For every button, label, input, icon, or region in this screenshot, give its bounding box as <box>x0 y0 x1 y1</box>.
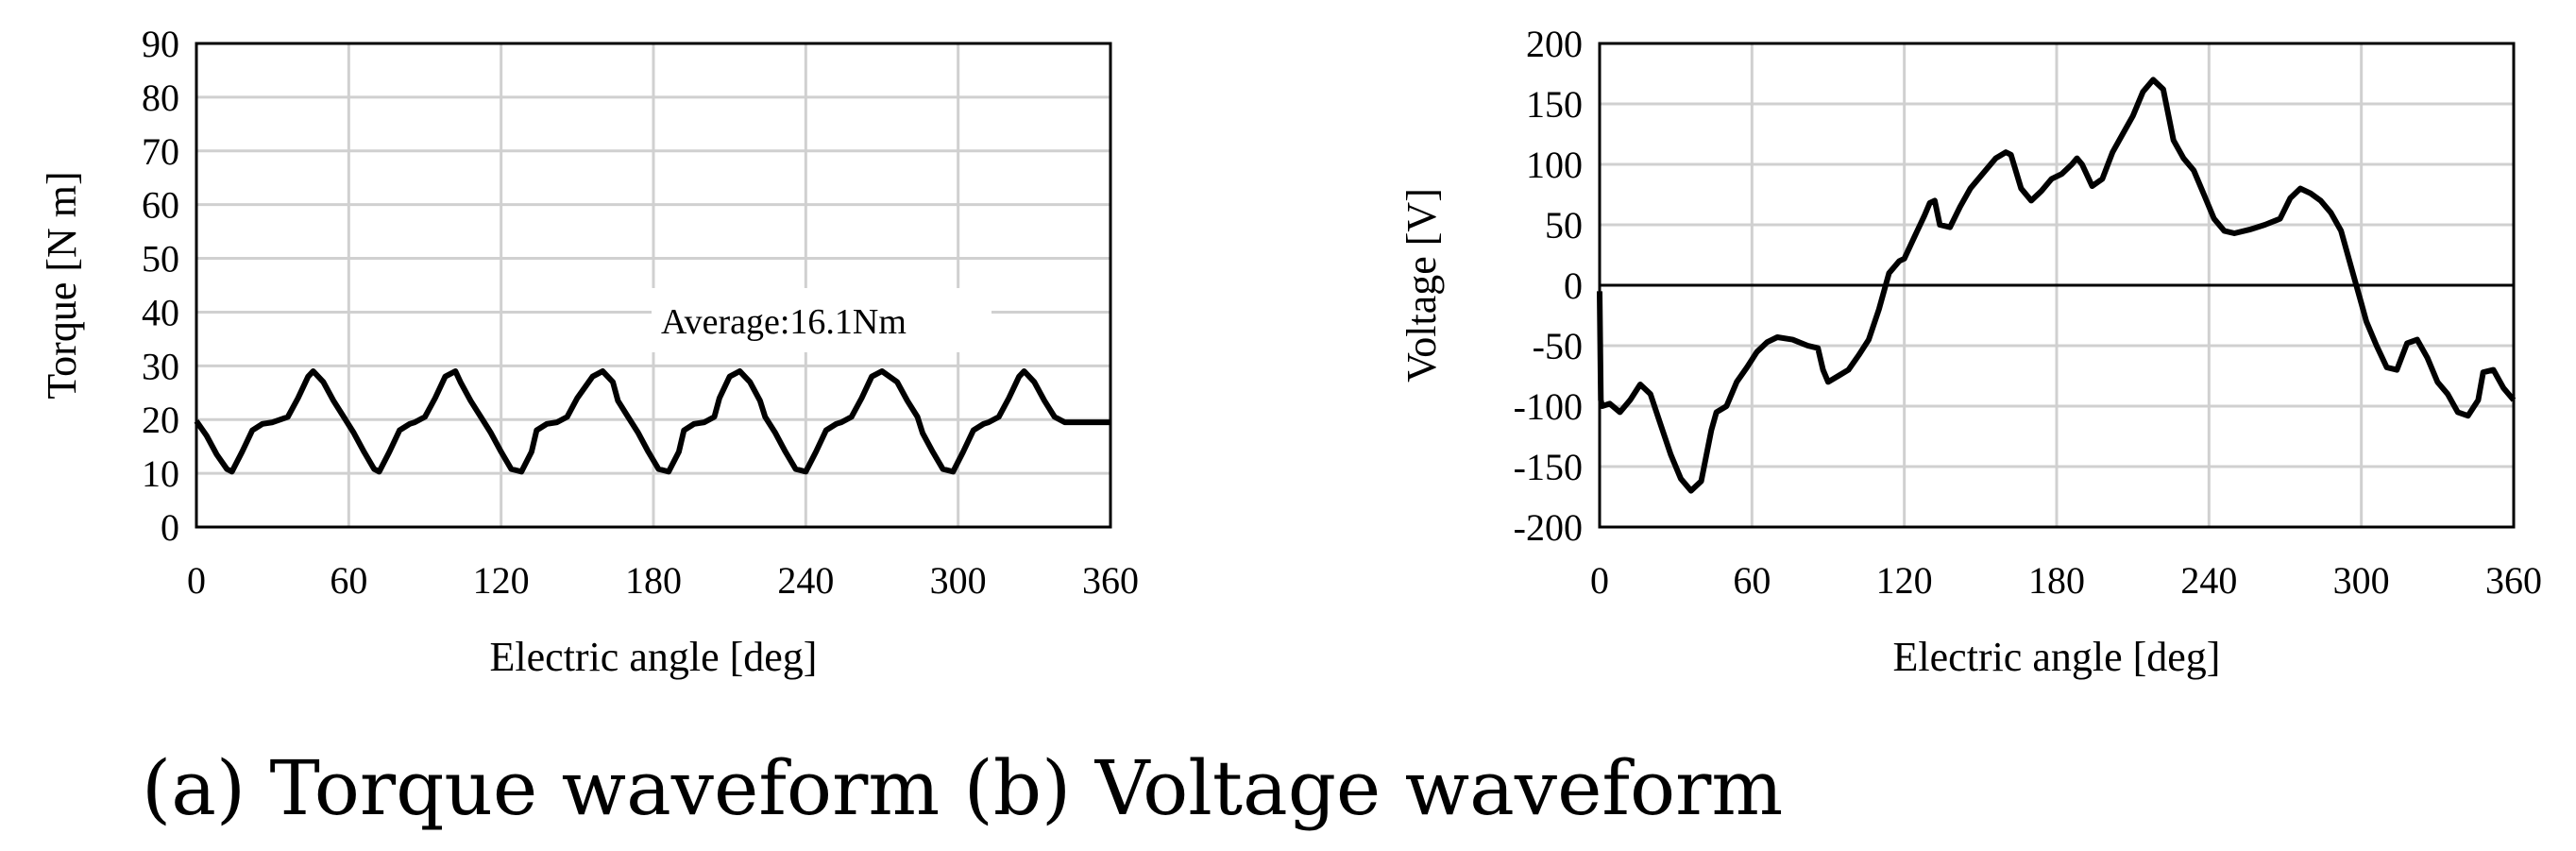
voltage-y-tick-label: 50 <box>1545 204 1583 247</box>
torque-x-tick-label: 60 <box>330 559 367 602</box>
torque-grid <box>196 43 1110 527</box>
figure-caption: (a) Torque waveform (b) Voltage waveform <box>142 744 1783 832</box>
voltage-yticks: 200 150 100 50 0 -50 -100 -150 -200 <box>1514 23 1583 549</box>
voltage-y-tick-label: 0 <box>1564 264 1583 307</box>
voltage-y-tick-label: 150 <box>1526 83 1583 126</box>
torque-y-tick-label: 40 <box>142 291 179 333</box>
voltage-x-axis-label: Electric angle [deg] <box>1893 634 2221 680</box>
torque-y-tick-label: 60 <box>142 184 179 227</box>
voltage-series-line <box>1597 77 2517 494</box>
torque-annotation-box <box>652 288 991 352</box>
torque-y-tick-label: 50 <box>142 238 179 281</box>
torque-plot-frame <box>195 42 1112 529</box>
torque-series-line <box>194 368 1110 475</box>
torque-x-tick-label: 0 <box>187 559 206 602</box>
torque-y-tick-label: 70 <box>142 130 179 173</box>
torque-y-tick-label: 80 <box>142 77 179 119</box>
voltage-y-tick-label: -100 <box>1514 385 1583 428</box>
voltage-y-tick-label: 200 <box>1526 23 1583 65</box>
torque-chart: 0 60 120 180 240 300 360 0 10 20 30 40 50 60 70 80 90 A… <box>39 23 1139 680</box>
torque-y-tick-label: 90 <box>142 23 179 65</box>
voltage-x-tick-label: 180 <box>2028 559 2085 602</box>
voltage-x-tick-label: 60 <box>1733 559 1771 602</box>
torque-x-tick-label: 240 <box>777 559 834 602</box>
voltage-x-tick-label: 300 <box>2333 559 2390 602</box>
torque-x-tick-label: 300 <box>930 559 987 602</box>
voltage-x-tick-label: 360 <box>2485 559 2542 602</box>
voltage-x-tick-label: 240 <box>2180 559 2237 602</box>
torque-y-tick-label: 20 <box>142 399 179 441</box>
torque-y-axis-label: Torque [N m] <box>39 171 85 399</box>
voltage-x-tick-label: 0 <box>1590 559 1609 602</box>
voltage-y-tick-label: -50 <box>1533 325 1583 367</box>
torque-x-tick-label: 360 <box>1082 559 1139 602</box>
torque-x-axis-label: Electric angle [deg] <box>490 634 818 680</box>
torque-yticks: 0 10 20 30 40 50 60 70 80 90 <box>142 23 179 549</box>
voltage-xticks: 0 60 120 180 240 300 360 <box>1590 559 2542 602</box>
voltage-y-tick-label: -150 <box>1514 446 1583 488</box>
torque-annotation: Average:16.1Nm <box>661 302 907 342</box>
voltage-y-tick-label: 100 <box>1526 144 1583 186</box>
voltage-y-axis-label: Voltage [V] <box>1398 188 1445 383</box>
torque-x-tick-label: 180 <box>625 559 682 602</box>
voltage-y-tick-label: -200 <box>1514 506 1583 549</box>
torque-y-tick-label: 30 <box>142 345 179 387</box>
torque-xticks: 0 60 120 180 240 300 360 <box>187 559 1139 602</box>
voltage-x-tick-label: 120 <box>1876 559 1933 602</box>
torque-x-tick-label: 120 <box>473 559 530 602</box>
voltage-plot-frame <box>1598 42 2516 529</box>
voltage-chart: 0 60 120 180 240 300 360 200 150 100 50 0 -50 -100 -1… <box>1398 23 2542 680</box>
torque-y-tick-label: 0 <box>161 506 179 549</box>
torque-y-tick-label: 10 <box>142 452 179 495</box>
